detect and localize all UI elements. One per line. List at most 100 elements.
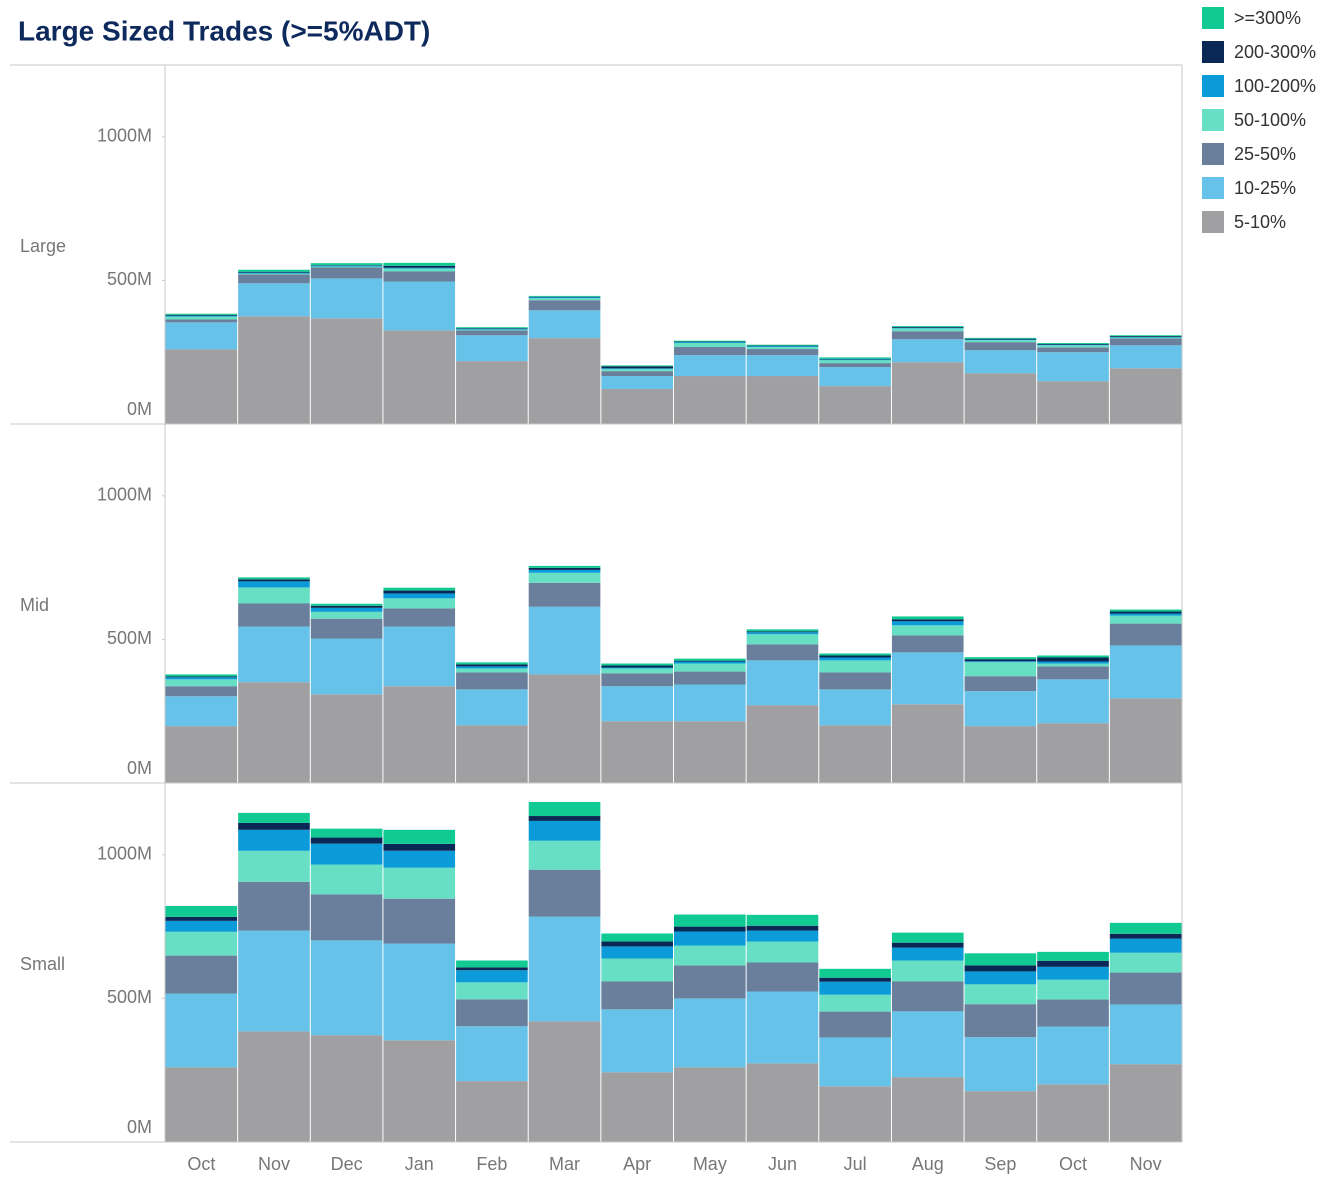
- bar-segment: [1109, 345, 1182, 369]
- y-tick-label: 1000M: [97, 485, 152, 505]
- bar-segment: [891, 339, 964, 363]
- legend-swatch: [1202, 109, 1224, 131]
- bar-segment: [310, 694, 383, 783]
- bar-segment: [819, 386, 891, 424]
- bar-segment: [674, 998, 746, 1068]
- bar-segment: [891, 362, 964, 424]
- bar-segment: [1037, 655, 1109, 658]
- bar-segment: [528, 916, 601, 1022]
- bar-segment: [456, 666, 528, 669]
- bar-segment: [310, 837, 383, 844]
- bar-segment: [1037, 657, 1109, 662]
- bar-segment: [310, 318, 383, 424]
- legend-label: 100-200%: [1234, 76, 1316, 96]
- bar-segment: [528, 820, 601, 841]
- bar-segment: [383, 898, 456, 944]
- bar-segment: [456, 662, 528, 665]
- bar-segment: [165, 916, 238, 921]
- legend-label: 50-100%: [1234, 110, 1306, 130]
- bar-segment: [1109, 335, 1182, 337]
- legend-swatch: [1202, 143, 1224, 165]
- bar-segment: [964, 662, 1037, 677]
- bar-segment: [383, 262, 456, 266]
- bar-segment: [891, 947, 964, 961]
- bar-segment: [528, 567, 601, 570]
- bar-segment: [1037, 663, 1109, 667]
- row-label: Large: [20, 236, 66, 256]
- bar-segment: [1109, 645, 1182, 699]
- legend-swatch: [1202, 7, 1224, 29]
- bar-segment: [891, 616, 964, 620]
- bar-segment: [819, 367, 891, 387]
- bar-segment: [819, 1037, 891, 1087]
- bar-segment: [746, 660, 819, 706]
- bar-segment: [238, 269, 310, 272]
- bar-segment: [674, 661, 746, 664]
- x-tick-label: Oct: [187, 1154, 215, 1174]
- bar-segment: [891, 960, 964, 982]
- bar-segment: [456, 672, 528, 690]
- bar-segment: [165, 313, 238, 315]
- bar-segment: [601, 366, 673, 369]
- bar-segment: [1037, 381, 1109, 424]
- bar-segment: [165, 674, 238, 677]
- y-tick-label: 500M: [107, 628, 152, 648]
- bar-segment: [383, 626, 456, 687]
- bar-segment: [383, 608, 456, 627]
- bar-segment: [1109, 613, 1182, 616]
- bar-segment: [891, 327, 964, 329]
- bar-segment: [601, 958, 673, 982]
- bar-segment: [383, 267, 456, 269]
- bar-segment: [238, 272, 310, 274]
- bar-segment: [746, 914, 819, 926]
- bar-segment: [310, 266, 383, 268]
- bar-segment: [674, 945, 746, 966]
- bar-segment: [165, 993, 238, 1068]
- bar-segment: [456, 967, 528, 971]
- bar-segment: [1109, 338, 1182, 346]
- bar-segment: [746, 634, 819, 645]
- bar-segment: [456, 725, 528, 783]
- bar-segment: [528, 869, 601, 917]
- legend-label: 10-25%: [1234, 178, 1296, 198]
- bar-segment: [456, 970, 528, 983]
- bar-segment: [746, 376, 819, 424]
- bar-segment: [819, 968, 891, 978]
- x-tick-label: Oct: [1059, 1154, 1087, 1174]
- bar-segment: [238, 850, 310, 882]
- bar-segment: [528, 606, 601, 675]
- bar-segment: [528, 674, 601, 783]
- bar-segment: [601, 946, 673, 959]
- bar-segment: [819, 358, 891, 360]
- bar-segment: [238, 626, 310, 683]
- bar-segment: [1109, 615, 1182, 624]
- bar-segment: [964, 676, 1037, 692]
- y-tick-label: 500M: [107, 987, 152, 1007]
- bar-segment: [528, 572, 601, 583]
- bar-segment: [310, 864, 383, 895]
- bar-segment: [456, 689, 528, 726]
- bar-segment: [601, 668, 673, 674]
- bar-segment: [746, 349, 819, 356]
- bar-segment: [891, 942, 964, 948]
- bar-segment: [165, 679, 238, 687]
- bar-segment: [891, 635, 964, 653]
- legend-swatch: [1202, 75, 1224, 97]
- bar-segment: [238, 581, 310, 588]
- bar-segment: [819, 977, 891, 982]
- x-tick-label: Mar: [549, 1154, 580, 1174]
- bar-segment: [746, 345, 819, 347]
- bar-segment: [238, 587, 310, 604]
- bar-segment: [674, 926, 746, 932]
- bar-segment: [383, 593, 456, 599]
- legend-label: 5-10%: [1234, 212, 1286, 232]
- bar-segment: [238, 271, 310, 273]
- bar-segment: [674, 658, 746, 661]
- bar-segment: [746, 344, 819, 346]
- bar-segment: [819, 359, 891, 361]
- legend-swatch: [1202, 211, 1224, 233]
- bar-segment: [891, 704, 964, 783]
- bar-segment: [746, 644, 819, 661]
- bar-segment: [383, 598, 456, 609]
- bar-segment: [601, 1009, 673, 1073]
